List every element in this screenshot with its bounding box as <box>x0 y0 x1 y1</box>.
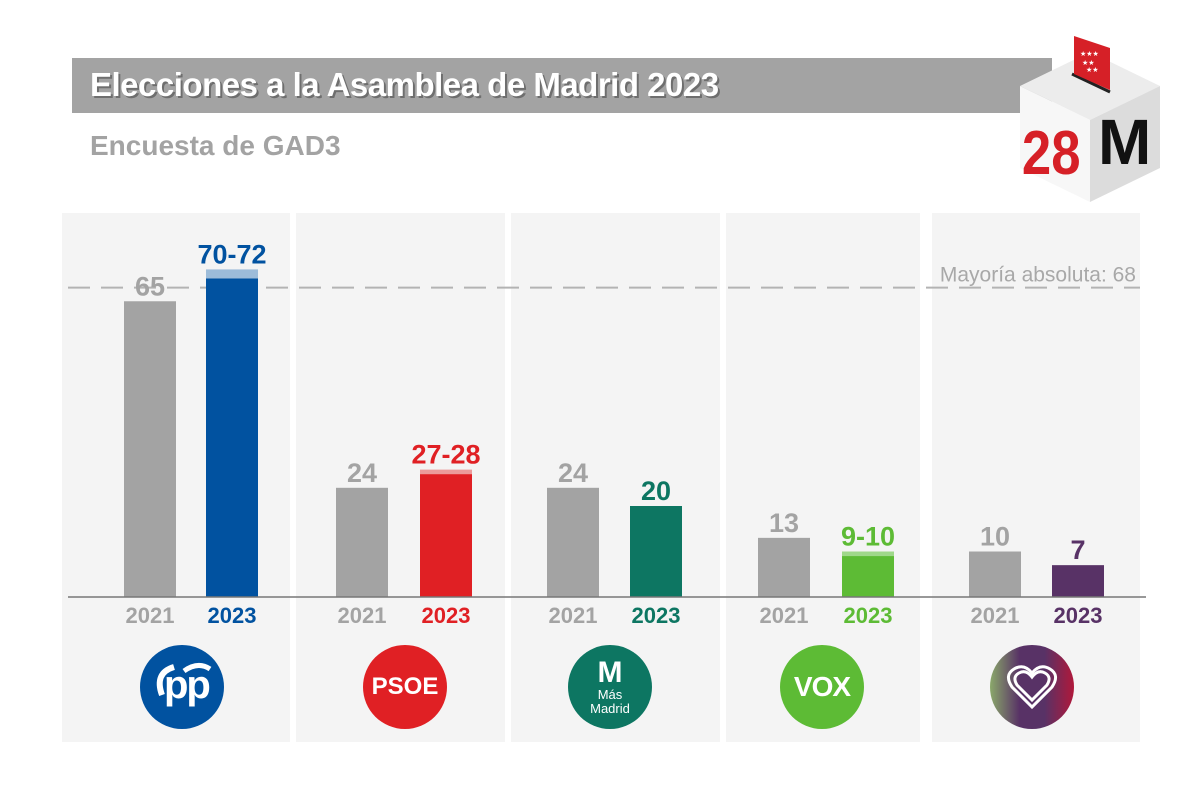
heart-graphic <box>1007 665 1057 710</box>
year-label-2021-podemos: 2021 <box>971 603 1020 628</box>
value-label-2021-vox: 13 <box>769 508 799 538</box>
vox-logo-icon: VOX <box>780 645 864 729</box>
year-label-2021-mas_madrid: 2021 <box>549 603 598 628</box>
pp-logo-text: pp <box>164 663 211 707</box>
ballot-box-icon: ★★★★★★★ 28 M <box>1020 36 1160 202</box>
year-label-2021-pp: 2021 <box>126 603 175 628</box>
year-label-2023-mas_madrid: 2023 <box>632 603 681 628</box>
bar-2023-podemos <box>1052 565 1104 597</box>
flag-stars: ★★★★★★★ <box>1080 50 1099 74</box>
bar-2023-pp <box>206 278 258 597</box>
chart-subtitle: Encuesta de GAD3 <box>90 130 341 161</box>
madrid-flag-icon <box>1074 36 1110 90</box>
value-label-2021-podemos: 10 <box>980 522 1010 552</box>
badge-letter: M <box>1098 106 1151 178</box>
ballot-slot <box>1071 72 1111 94</box>
psoe-logo-text: PSOE <box>371 673 439 700</box>
bar-2023-mas_madrid <box>630 506 682 597</box>
vox-logo-text: VOX <box>793 671 851 702</box>
bar-2023-range-vox <box>842 551 894 557</box>
bar-2021-psoe <box>336 487 388 597</box>
bar-2021-vox <box>758 537 810 597</box>
svg-text:★★: ★★ <box>1082 59 1095 67</box>
ballot-box-right <box>1090 86 1160 202</box>
value-label-2023-mas_madrid: 20 <box>641 476 671 506</box>
bar-2023-range-psoe <box>420 469 472 475</box>
value-label-2021-pp: 65 <box>135 271 165 301</box>
value-label-2021-mas_madrid: 24 <box>558 458 588 488</box>
title-bar <box>72 58 1052 113</box>
year-label-2021-vox: 2021 <box>760 603 809 628</box>
svg-text:★★★: ★★★ <box>1080 50 1099 58</box>
mas-madrid-logo-icon: M Más Madrid <box>568 645 652 729</box>
bar-2021-mas_madrid <box>547 487 599 597</box>
bar-2021-pp <box>124 301 176 597</box>
year-label-2023-vox: 2023 <box>844 603 893 628</box>
mas-madrid-text-top: Más <box>597 687 623 702</box>
year-label-2021-psoe: 2021 <box>338 603 387 628</box>
bar-2023-psoe <box>420 474 472 597</box>
svg-text:★★: ★★ <box>1086 66 1099 74</box>
value-label-2023-pp: 70-72 <box>197 239 266 269</box>
value-label-2023-podemos: 7 <box>1070 535 1085 565</box>
bar-2023-vox <box>842 556 894 597</box>
bar-2023-range-pp <box>206 269 258 279</box>
psoe-logo-icon: PSOE <box>363 645 447 729</box>
year-label-2023-pp: 2023 <box>208 603 257 628</box>
year-label-2023-psoe: 2023 <box>422 603 471 628</box>
value-label-2021-psoe: 24 <box>347 458 377 488</box>
pp-logo-graphic <box>156 663 212 697</box>
majority-label: Mayoría absoluta: 68 <box>940 264 1136 287</box>
mas-madrid-text-bottom: Madrid <box>590 701 630 716</box>
value-label-2023-psoe: 27-28 <box>411 440 480 470</box>
value-label-2023-vox: 9-10 <box>841 522 895 552</box>
ballot-box-left <box>1020 86 1090 202</box>
bar-2021-podemos <box>969 551 1021 597</box>
pp-logo-icon: pp <box>140 645 224 729</box>
badge-number: 28 <box>1022 119 1081 188</box>
heart-logo-icon <box>990 645 1074 729</box>
chart-title: Elecciones a la Asamblea de Madrid 2023 <box>90 66 719 103</box>
mas-madrid-m: M <box>597 656 623 689</box>
year-label-2023-podemos: 2023 <box>1054 603 1103 628</box>
